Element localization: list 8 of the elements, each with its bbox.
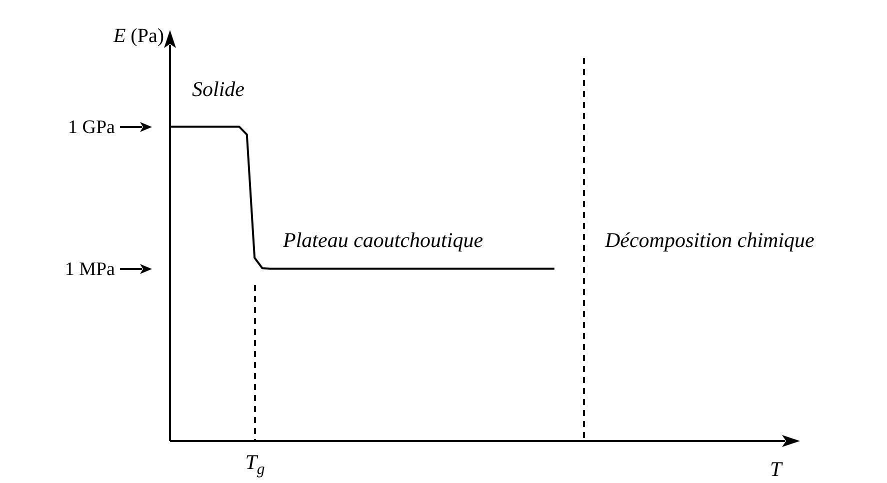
annotation: Plateau caoutchoutique: [282, 228, 484, 252]
text: 1 GPa: [68, 117, 116, 138]
text: T$_{g}$: [245, 450, 265, 478]
x-axis-title: T: [770, 457, 783, 481]
text: Solide: [192, 77, 244, 101]
text: 1 MPa: [64, 259, 116, 280]
y-axis-title: E (Pa): [112, 25, 164, 47]
annotation: Décomposition chimique: [604, 228, 814, 252]
